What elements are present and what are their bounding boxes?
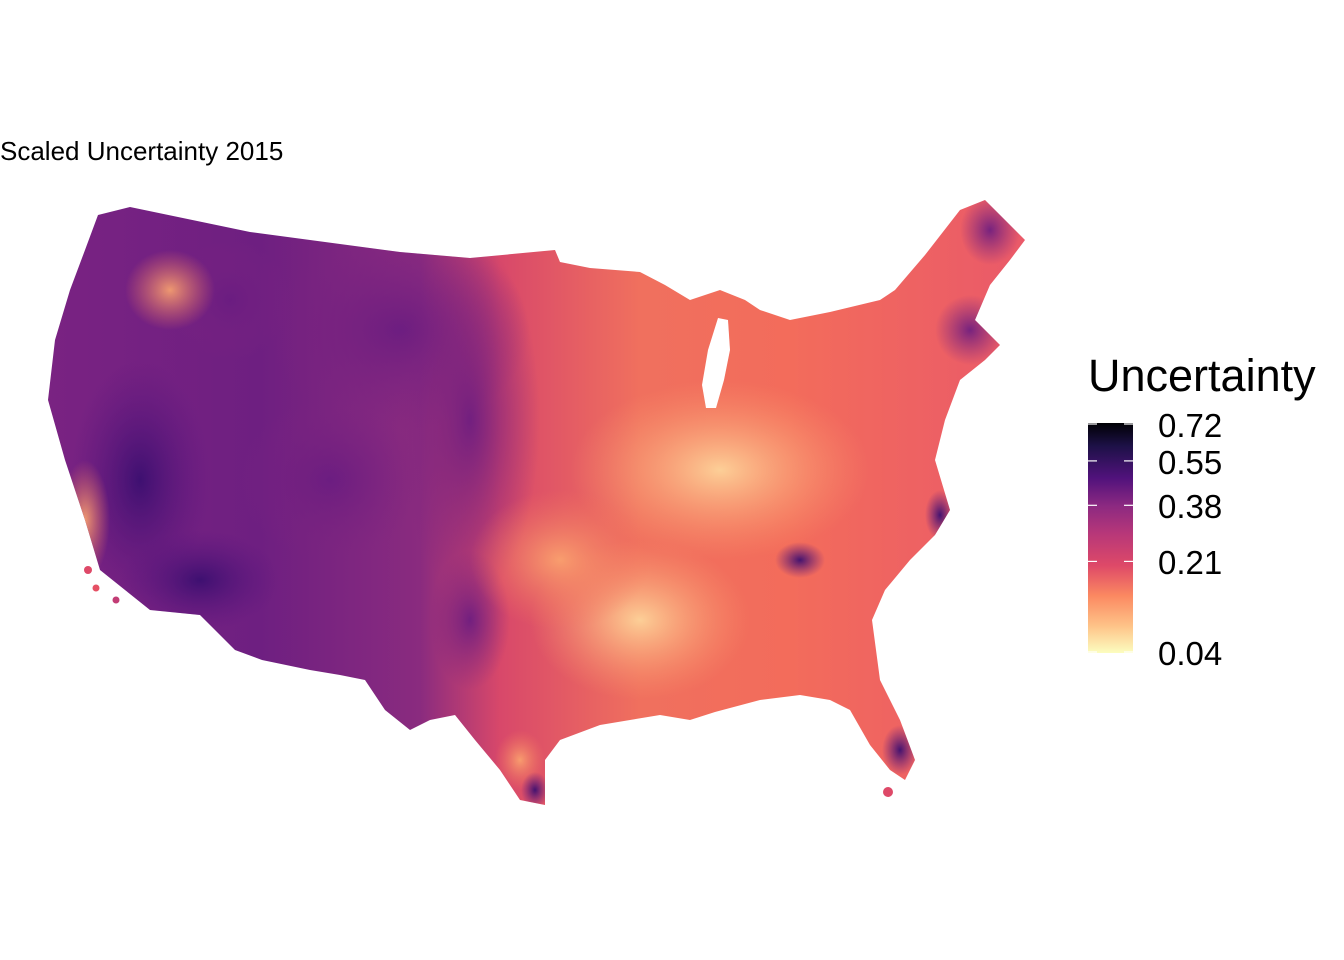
legend-tick-label: 0.21	[1158, 544, 1223, 582]
lake-michigan	[702, 318, 730, 408]
legend-tick-label: 0.55	[1158, 443, 1223, 481]
legend-colorbar	[1088, 423, 1133, 653]
legend-title: Uncertainty	[1088, 350, 1316, 401]
legend-tick-label: 0.04	[1158, 635, 1223, 672]
legend-tick-label: 0.72	[1158, 407, 1223, 444]
color-legend: Uncertainty 0.72 0.55 0.38 0.21 0.04	[1086, 350, 1344, 680]
legend-tick-label: 0.38	[1158, 488, 1223, 526]
us-landmass	[48, 200, 1025, 805]
map-title: Scaled Uncertainty 2015	[0, 136, 284, 166]
